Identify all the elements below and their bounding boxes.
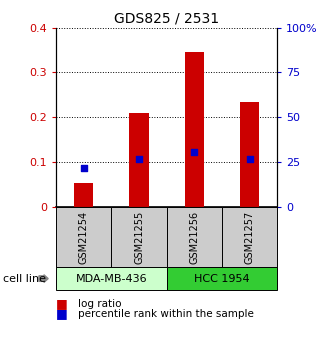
Bar bbox=[74, 183, 93, 207]
Text: ■: ■ bbox=[56, 307, 68, 321]
Bar bbox=[184, 52, 204, 207]
Point bbox=[136, 157, 142, 162]
Point bbox=[81, 165, 86, 170]
Text: cell line: cell line bbox=[3, 274, 46, 284]
Text: GSM21255: GSM21255 bbox=[134, 210, 144, 264]
Text: GSM21254: GSM21254 bbox=[79, 211, 89, 264]
Text: ■: ■ bbox=[56, 297, 68, 310]
Point bbox=[192, 149, 197, 155]
Text: HCC 1954: HCC 1954 bbox=[194, 274, 250, 284]
Text: GSM21257: GSM21257 bbox=[245, 210, 254, 264]
Text: MDA-MB-436: MDA-MB-436 bbox=[76, 274, 147, 284]
Bar bbox=[240, 101, 259, 207]
Title: GDS825 / 2531: GDS825 / 2531 bbox=[114, 11, 219, 25]
Text: log ratio: log ratio bbox=[78, 299, 121, 308]
Point bbox=[247, 156, 252, 162]
Text: percentile rank within the sample: percentile rank within the sample bbox=[78, 309, 253, 319]
Bar bbox=[129, 113, 149, 207]
Text: GSM21256: GSM21256 bbox=[189, 211, 199, 264]
